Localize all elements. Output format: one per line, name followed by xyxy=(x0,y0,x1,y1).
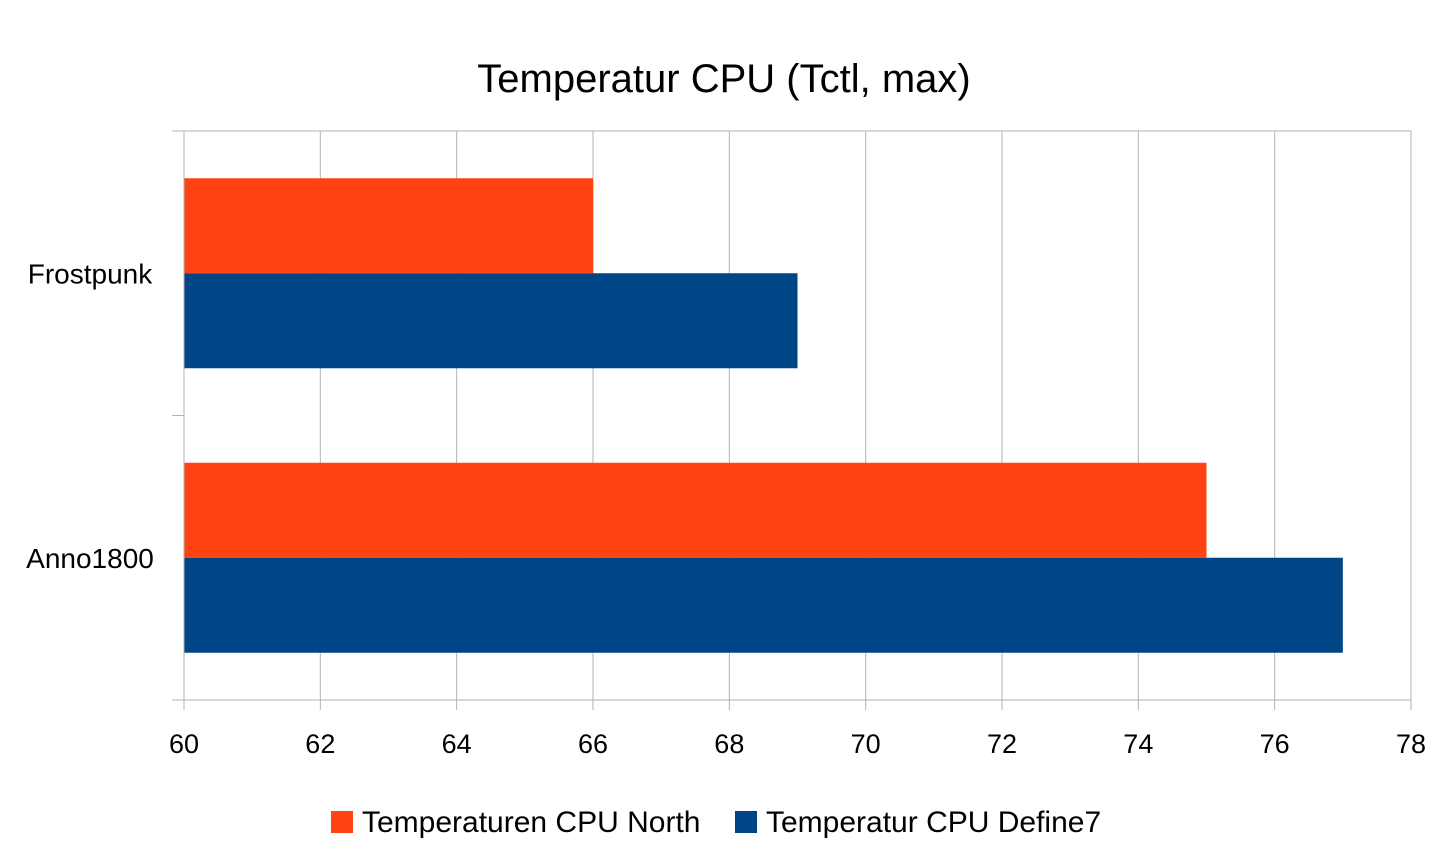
bar-anno1800-series-2 xyxy=(184,557,1343,653)
chart-title: Temperatur CPU (Tctl, max) xyxy=(477,57,970,101)
x-tick-label: 66 xyxy=(578,729,608,759)
legend-label: Temperaturen CPU North xyxy=(362,806,700,839)
legend-swatch xyxy=(735,811,757,833)
x-tick-label: 68 xyxy=(714,729,744,759)
legend: Temperaturen CPU North Temperatur CPU Def… xyxy=(331,806,1101,839)
x-tick-label: 74 xyxy=(1123,729,1153,759)
category-label: Frostpunk xyxy=(28,258,153,289)
x-tick-label: 76 xyxy=(1260,729,1290,759)
bar-anno1800-series-1 xyxy=(184,462,1207,558)
x-tick-label: 64 xyxy=(442,729,472,759)
x-tick-label: 70 xyxy=(851,729,881,759)
x-tick-label: 72 xyxy=(987,729,1017,759)
bar-group xyxy=(184,178,1343,653)
category-labels: Frostpunk Anno1800 xyxy=(26,258,154,574)
legend-swatch xyxy=(331,811,353,833)
axes xyxy=(172,130,1411,701)
x-tick-label: 62 xyxy=(305,729,335,759)
legend-label: Temperatur CPU Define7 xyxy=(766,806,1101,839)
x-tick-label: 78 xyxy=(1396,729,1426,759)
x-tick-label: 60 xyxy=(169,729,199,759)
bar-frostpunk-series-2 xyxy=(184,273,798,369)
x-axis-ticks: 60 62 64 66 68 70 72 74 76 78 xyxy=(169,729,1426,759)
category-label: Anno1800 xyxy=(26,543,154,574)
bar-frostpunk-series-1 xyxy=(184,178,593,274)
